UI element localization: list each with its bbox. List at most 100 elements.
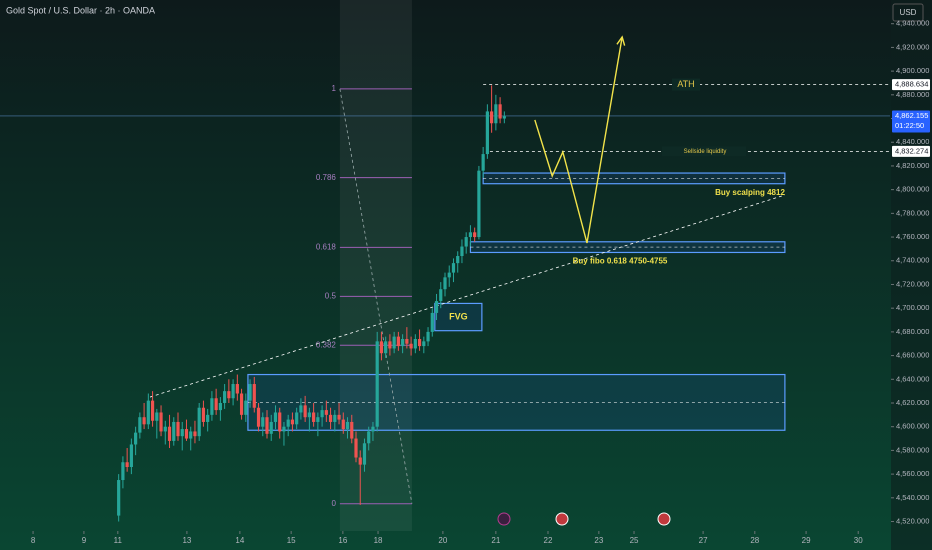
y-tick-label: 4,520.000	[896, 517, 929, 526]
label-bg	[662, 146, 746, 157]
candle-body	[129, 444, 133, 467]
x-tick-label: 21	[491, 536, 500, 545]
sellside-label: Sellside liquidity	[684, 149, 727, 155]
candle-body	[206, 414, 210, 422]
currency[interactable]: USD	[900, 8, 917, 17]
y-tick-label: 4,740.000	[896, 256, 929, 265]
y-tick-label: 4,680.000	[896, 327, 929, 336]
candle-body	[350, 421, 354, 439]
candle-body	[303, 405, 307, 418]
candle-body	[142, 417, 146, 425]
candle-body	[439, 289, 443, 302]
event-icon[interactable]	[657, 512, 671, 526]
price-label: 4,888.634	[895, 80, 928, 89]
currency-button[interactable]	[892, 3, 924, 22]
candle-body	[320, 410, 324, 418]
candle-body	[252, 384, 256, 408]
y-tick-label: 4,800.000	[896, 185, 929, 194]
candle-body	[261, 417, 265, 427]
candle-body	[422, 341, 426, 347]
candle-body	[138, 417, 142, 433]
zone	[434, 302, 483, 332]
candle-body	[210, 398, 214, 415]
candle-body	[413, 338, 417, 349]
candle-body	[155, 412, 159, 421]
candle-body	[269, 421, 273, 434]
candle-body	[371, 426, 375, 432]
candle-body	[184, 429, 189, 439]
candle-body	[312, 412, 316, 422]
price-label-box	[892, 145, 930, 157]
candle-body	[316, 417, 320, 422]
candle-body	[121, 462, 125, 481]
candle-body	[134, 432, 138, 445]
candle-body	[498, 104, 502, 119]
label-bg	[672, 78, 700, 91]
event-icon[interactable]	[497, 512, 511, 526]
x-tick-label: 15	[287, 536, 296, 545]
x-tick-label: 14	[235, 536, 244, 545]
candle-body	[248, 384, 252, 401]
y-tick-label: 4,620.000	[896, 398, 929, 407]
candle-body	[307, 412, 311, 418]
candle-body	[218, 402, 222, 411]
candle-body	[430, 312, 434, 332]
candle-body	[485, 111, 489, 155]
candle-body	[477, 170, 481, 238]
candle-body	[362, 443, 367, 465]
candle-body	[443, 277, 447, 290]
candle-body	[125, 462, 129, 467]
candle-body	[456, 256, 460, 264]
candle-body	[265, 417, 269, 434]
zone-label: FVG	[449, 311, 468, 321]
x-tick-label: 28	[750, 536, 759, 545]
candle-body	[295, 412, 299, 425]
candle-body	[333, 414, 337, 422]
candle-body	[337, 414, 341, 420]
y-tick-label: 4,940.000	[896, 19, 929, 28]
candle-body	[490, 111, 494, 124]
zone-label: Buy scalping 4812	[715, 188, 785, 197]
candle-body	[481, 154, 485, 171]
event-icon[interactable]	[555, 512, 569, 526]
candle-body	[434, 301, 439, 313]
candle-body	[396, 336, 400, 347]
candle-body	[324, 410, 328, 415]
y-tick-label: 4,780.000	[896, 208, 929, 217]
y-tick-label: 4,540.000	[896, 493, 929, 502]
y-tick-label: 4,880.000	[896, 90, 929, 99]
candle-body	[328, 414, 333, 422]
candle-body	[367, 431, 371, 444]
x-tick-label: 13	[182, 536, 191, 545]
candle-body	[426, 331, 430, 342]
price-axis-panel	[891, 0, 932, 550]
candle-body	[201, 407, 206, 422]
candle-body	[417, 338, 422, 347]
candle-body	[388, 341, 392, 349]
y-tick-label: 4,760.000	[896, 232, 929, 241]
candle-body	[468, 232, 473, 238]
chart-title: Gold Spot / U.S. Dollar · 2h · OANDA	[6, 5, 155, 15]
x-tick-label: 30	[854, 536, 863, 545]
x-tick-label: 27	[699, 536, 708, 545]
candle-body	[150, 400, 155, 421]
y-tick-label: 4,660.000	[896, 351, 929, 360]
candle-body	[375, 341, 379, 427]
candle-body	[392, 336, 396, 349]
y-tick-label: 4,560.000	[896, 469, 929, 478]
candle-body	[172, 421, 176, 441]
candle-body	[227, 391, 231, 399]
candle-body	[460, 246, 464, 257]
candle-body	[159, 412, 163, 432]
x-tick-label: 22	[544, 536, 553, 545]
price-label-box	[892, 79, 930, 91]
candle-body	[117, 480, 121, 516]
price-countdown: 01:22:50	[895, 121, 924, 130]
candle-body	[286, 419, 290, 427]
candle-body	[409, 343, 413, 349]
candle-body	[197, 407, 201, 437]
x-tick-label: 29	[802, 536, 811, 545]
candle-body	[447, 272, 451, 278]
